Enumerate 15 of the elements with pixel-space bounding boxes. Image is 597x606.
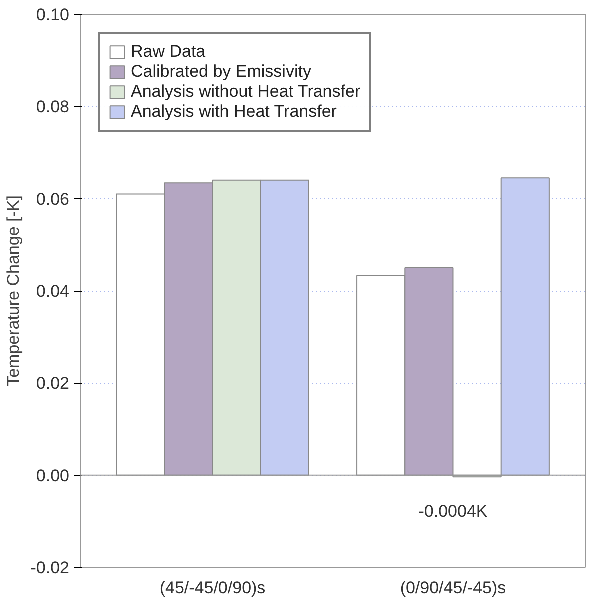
y-tick-label: 0.00 <box>36 466 70 486</box>
y-axis-title: Temperature Change [-K] <box>4 196 23 386</box>
x-tick-label: (45/-45/0/90)s <box>160 578 266 598</box>
legend-label: Calibrated by Emissivity <box>131 62 312 82</box>
legend-label: Raw Data <box>131 42 206 62</box>
legend-label: Analysis without Heat Transfer <box>131 82 361 102</box>
y-tick-label: 0.10 <box>36 6 70 24</box>
legend-label: Analysis with Heat Transfer <box>131 102 337 122</box>
y-tick-label: -0.02 <box>30 558 70 578</box>
annotation: -0.0004K <box>418 502 488 522</box>
y-tick-label: 0.06 <box>36 190 70 209</box>
y-tick-label: 0.08 <box>36 98 70 117</box>
y-tick-label: 0.04 <box>36 282 70 301</box>
y-tick-label: 0.02 <box>36 374 70 394</box>
x-tick-label: (0/90/45/-45)s <box>400 578 506 598</box>
